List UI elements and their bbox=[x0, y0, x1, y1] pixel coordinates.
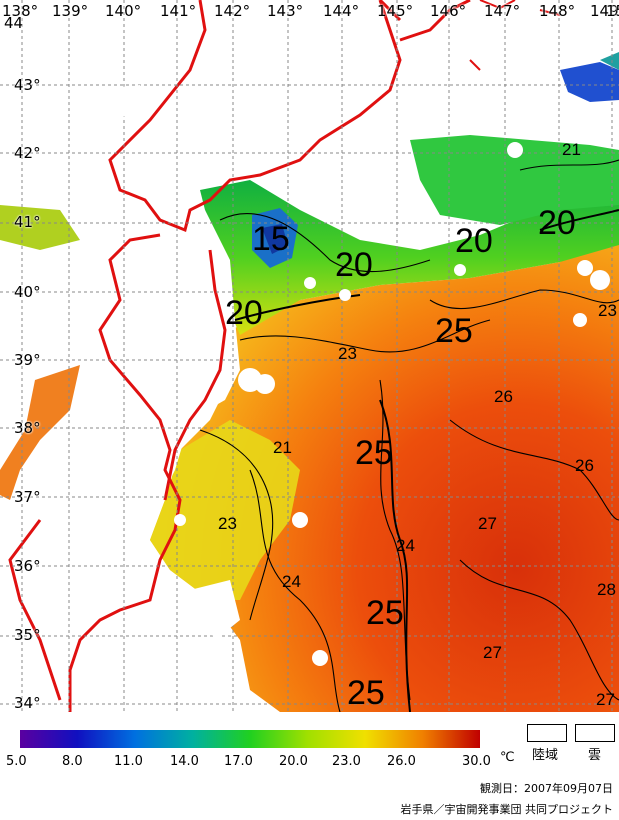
colorbar-tick: 20.0 bbox=[279, 754, 308, 769]
hokkaido-land bbox=[120, 0, 440, 160]
lon-label-140: 140° bbox=[105, 2, 142, 20]
coastline-islands bbox=[469, 0, 561, 71]
credit-text: 岩手県／宇宙開発事業団 共同プロジェクト bbox=[400, 803, 614, 816]
colorbar-tick: 30.0 bbox=[462, 754, 491, 769]
cold-eddy-core bbox=[262, 224, 288, 254]
land-legend-label: 陸域 bbox=[532, 748, 559, 763]
lat-label-40: 40° bbox=[14, 283, 41, 301]
japan-sea-patch bbox=[0, 365, 80, 500]
contour-label: 21 bbox=[562, 140, 581, 159]
colorbar-tick: 11.0 bbox=[114, 754, 143, 769]
transition-band bbox=[150, 420, 300, 600]
lat-label-36: 36° bbox=[14, 557, 41, 575]
lat-label-39: 39° bbox=[14, 351, 41, 369]
lon-label-139: 139° bbox=[52, 2, 89, 20]
lat-label-35: 35° bbox=[14, 626, 41, 644]
honshu-land bbox=[0, 210, 240, 712]
contour-label: 25 bbox=[355, 434, 393, 472]
lat-label-41: 41° bbox=[14, 213, 41, 231]
ne-patch-2 bbox=[600, 52, 619, 70]
lon-label-143: 143° bbox=[267, 2, 304, 20]
coastline bbox=[8, 0, 471, 712]
lon-label-149: 149° bbox=[590, 2, 619, 20]
contour-label: 20 bbox=[455, 222, 493, 260]
lon-label-148: 148° bbox=[539, 2, 576, 20]
lon-label-144: 144° bbox=[323, 2, 360, 20]
cloud-legend-label: 雲 bbox=[588, 748, 602, 763]
land-legend-swatch bbox=[527, 724, 567, 742]
cloud-legend-swatch bbox=[575, 724, 615, 742]
ne-patch bbox=[560, 62, 619, 102]
contour-label: 26 bbox=[575, 456, 594, 475]
contour-label: 23 bbox=[218, 514, 237, 533]
contour-label: 23 bbox=[598, 301, 617, 320]
cool-sea-patch-upper bbox=[410, 135, 619, 225]
contour-label: 20 bbox=[538, 204, 576, 242]
contour-label: 25 bbox=[435, 312, 473, 350]
lat-label-38: 38° bbox=[14, 419, 41, 437]
lon-label-150: 150 bbox=[606, 2, 619, 20]
contour-label: 21 bbox=[273, 438, 292, 457]
contour-label: 25 bbox=[366, 594, 404, 632]
lat-label-42: 42° bbox=[14, 144, 41, 162]
temperature-colorbar bbox=[20, 730, 480, 748]
contour-label: 20 bbox=[335, 246, 373, 284]
lat-label-44: 44 bbox=[4, 14, 24, 32]
cloud-masks bbox=[90, 85, 610, 666]
contour-label: 15 bbox=[252, 220, 290, 258]
contour-label: 20 bbox=[225, 294, 263, 332]
colorbar-tick: 17.0 bbox=[224, 754, 253, 769]
lat-label-37: 37° bbox=[14, 488, 41, 506]
isotherms bbox=[199, 159, 619, 712]
contour-label: 25 bbox=[347, 674, 385, 712]
japan-sea-patch-2 bbox=[0, 205, 80, 250]
warm-sea-region bbox=[150, 230, 619, 712]
colorbar-tick: 26.0 bbox=[387, 754, 416, 769]
contour-label: 23 bbox=[338, 344, 357, 363]
contour-label: 28 bbox=[597, 580, 616, 599]
lon-label-138: 138° bbox=[2, 2, 39, 20]
contour-label: 24 bbox=[282, 572, 301, 591]
colorbar-tick: 23.0 bbox=[332, 754, 361, 769]
colorbar-tick: 8.0 bbox=[62, 754, 83, 769]
lon-label-142: 142° bbox=[214, 2, 251, 20]
contour-label: 27 bbox=[483, 643, 502, 662]
lat-label-34: 34° bbox=[14, 694, 41, 712]
observation-date: 観測日：2007年09月07日 bbox=[480, 782, 613, 795]
lat-label-43: 43° bbox=[14, 76, 41, 94]
contour-label: 27 bbox=[478, 514, 497, 533]
colorbar-tick: 14.0 bbox=[170, 754, 199, 769]
lon-label-146: 146° bbox=[430, 2, 467, 20]
unit-label: ℃ bbox=[500, 750, 515, 765]
sst-map bbox=[0, 0, 619, 712]
lon-label-147: 147° bbox=[484, 2, 521, 20]
contour-label: 26 bbox=[494, 387, 513, 406]
contour-label: 24 bbox=[396, 536, 415, 555]
contour-label: 27 bbox=[596, 690, 615, 709]
lon-label-145: 145° bbox=[377, 2, 414, 20]
cool-sea-band bbox=[200, 180, 619, 335]
lon-label-141: 141° bbox=[160, 2, 197, 20]
lat-lon-grid bbox=[0, 0, 619, 712]
colorbar-tick: 5.0 bbox=[6, 754, 27, 769]
